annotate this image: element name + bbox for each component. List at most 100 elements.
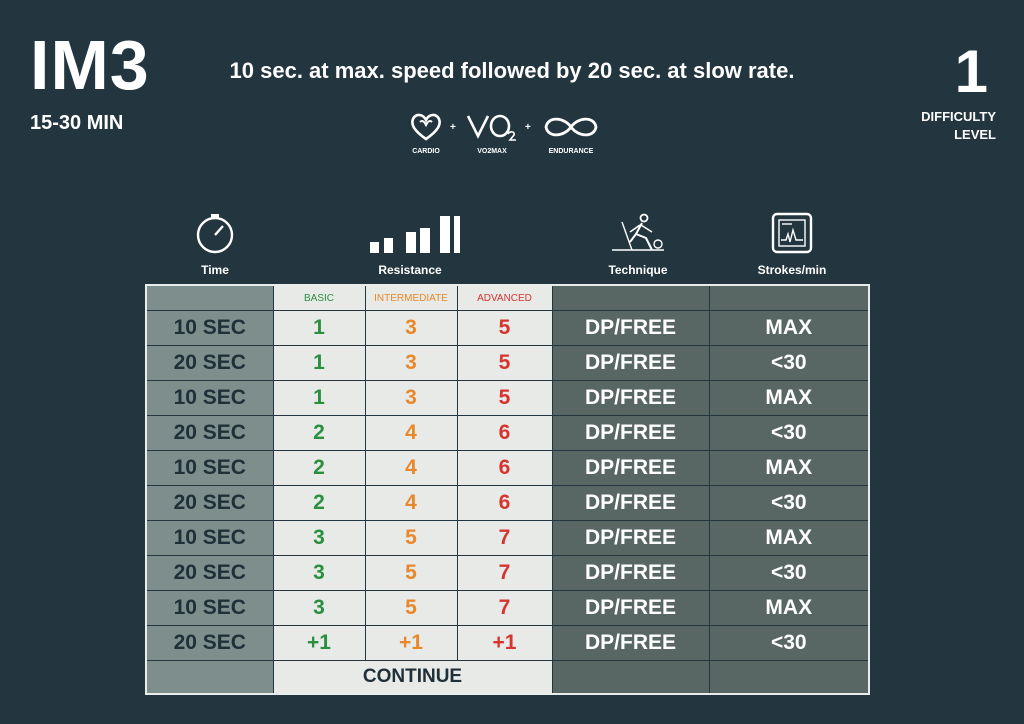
strokes-cell: <30 <box>708 555 870 591</box>
table-row: 10 SEC 3 5 7 DP/FREE MAX <box>145 590 870 626</box>
stopwatch-icon <box>196 214 234 254</box>
level-intermediate-header: INTERMEDIATE <box>364 284 458 311</box>
strokes-cell: <30 <box>708 485 870 521</box>
basic-resistance-cell: 1 <box>272 380 366 416</box>
basic-resistance-cell: 3 <box>272 520 366 556</box>
continue-row: CONTINUE <box>145 660 870 695</box>
workout-duration: 15-30 MIN <box>30 112 124 134</box>
technique-cell: DP/FREE <box>551 520 710 556</box>
column-resistance-label: Resistance <box>378 263 442 277</box>
difficulty-label-line2: LEVEL <box>954 127 996 142</box>
basic-resistance-cell: 3 <box>272 590 366 626</box>
strokes-cell: <30 <box>708 415 870 451</box>
table-row: 10 SEC 1 3 5 DP/FREE MAX <box>145 380 870 416</box>
workout-description: 10 sec. at max. speed followed by 20 sec… <box>229 58 795 83</box>
interval-plan-table: BASIC INTERMEDIATE ADVANCED 10 SEC 1 3 5 DP/… <box>145 284 870 695</box>
intermediate-resistance-cell: +1 <box>364 625 458 661</box>
time-cell: 10 SEC <box>145 590 274 626</box>
empty-cell <box>551 660 710 695</box>
difficulty-level-label: DIFFICULTY LEVEL <box>876 108 996 144</box>
time-cell: 20 SEC <box>145 625 274 661</box>
technique-cell: DP/FREE <box>551 310 710 346</box>
benefit-label: CARDIO <box>412 148 440 155</box>
time-cell: 20 SEC <box>145 485 274 521</box>
plus-separator: + <box>450 122 456 133</box>
intermediate-resistance-cell: 5 <box>364 590 458 626</box>
monitor-icon <box>771 212 813 254</box>
table-row: 20 SEC 2 4 6 DP/FREE <30 <box>145 485 870 521</box>
intermediate-resistance-cell: 4 <box>364 415 458 451</box>
intermediate-resistance-cell: 3 <box>364 345 458 381</box>
time-cell: 10 SEC <box>145 310 274 346</box>
strokes-cell: MAX <box>708 590 870 626</box>
time-cell: 20 SEC <box>145 345 274 381</box>
table-row: 10 SEC 3 5 7 DP/FREE MAX <box>145 520 870 556</box>
benefit-vo2max: VO2MAX <box>462 112 522 155</box>
time-cell: 20 SEC <box>145 415 274 451</box>
benefit-label: VO2MAX <box>477 148 507 155</box>
level-header-row: BASIC INTERMEDIATE ADVANCED <box>145 284 870 311</box>
heart-icon <box>411 113 441 141</box>
advanced-resistance-cell: 7 <box>456 520 553 556</box>
empty-header-cell <box>708 284 870 311</box>
strokes-cell: MAX <box>708 520 870 556</box>
strokes-cell: MAX <box>708 310 870 346</box>
advanced-resistance-cell: 6 <box>456 450 553 486</box>
table-row: 20 SEC 3 5 7 DP/FREE <30 <box>145 555 870 591</box>
advanced-resistance-cell: 5 <box>456 345 553 381</box>
table-row: 20 SEC 2 4 6 DP/FREE <30 <box>145 415 870 451</box>
basic-resistance-cell: 1 <box>272 310 366 346</box>
benefit-endurance: ENDURANCE <box>536 112 606 155</box>
workout-code: IM3 <box>30 26 150 104</box>
advanced-resistance-cell: 6 <box>456 415 553 451</box>
benefit-cardio: CARDIO <box>404 112 448 155</box>
column-strokes-label: Strokes/min <box>757 263 827 277</box>
time-cell: 10 SEC <box>145 380 274 416</box>
empty-header-cell <box>551 284 710 311</box>
intermediate-resistance-cell: 4 <box>364 485 458 521</box>
empty-header-cell <box>145 284 274 311</box>
plus-separator: + <box>525 122 531 133</box>
difficulty-level-value: 1 <box>954 38 988 105</box>
intermediate-resistance-cell: 5 <box>364 555 458 591</box>
technique-cell: DP/FREE <box>551 625 710 661</box>
basic-resistance-cell: 3 <box>272 555 366 591</box>
intermediate-resistance-cell: 3 <box>364 310 458 346</box>
column-technique-header: Technique <box>596 212 680 277</box>
resistance-bars-icon <box>370 216 460 253</box>
intermediate-resistance-cell: 3 <box>364 380 458 416</box>
infinity-icon <box>544 117 598 137</box>
basic-resistance-cell: 2 <box>272 450 366 486</box>
empty-cell <box>708 660 870 695</box>
technique-cell: DP/FREE <box>551 485 710 521</box>
table-row: 20 SEC 1 3 5 DP/FREE <30 <box>145 345 870 381</box>
basic-resistance-cell: 2 <box>272 415 366 451</box>
table-row: 20 SEC +1 +1 +1 DP/FREE <30 <box>145 625 870 661</box>
time-cell: 10 SEC <box>145 520 274 556</box>
technique-cell: DP/FREE <box>551 590 710 626</box>
intermediate-resistance-cell: 5 <box>364 520 458 556</box>
technique-cell: DP/FREE <box>551 555 710 591</box>
strokes-cell: <30 <box>708 625 870 661</box>
basic-resistance-cell: +1 <box>272 625 366 661</box>
strokes-cell: MAX <box>708 450 870 486</box>
skier-icon <box>612 213 664 251</box>
continue-label: CONTINUE <box>272 660 553 695</box>
empty-cell <box>145 660 274 695</box>
strokes-cell: MAX <box>708 380 870 416</box>
strokes-cell: <30 <box>708 345 870 381</box>
basic-resistance-cell: 1 <box>272 345 366 381</box>
time-cell: 20 SEC <box>145 555 274 591</box>
level-basic-header: BASIC <box>272 284 366 311</box>
column-resistance-header: Resistance <box>352 212 468 277</box>
advanced-resistance-cell: +1 <box>456 625 553 661</box>
technique-cell: DP/FREE <box>551 345 710 381</box>
table-row: 10 SEC 2 4 6 DP/FREE MAX <box>145 450 870 486</box>
column-technique-label: Technique <box>608 263 668 277</box>
column-strokes-header: Strokes/min <box>747 212 837 277</box>
time-cell: 10 SEC <box>145 450 274 486</box>
level-advanced-header: ADVANCED <box>456 284 553 311</box>
benefit-label: ENDURANCE <box>548 148 594 155</box>
advanced-resistance-cell: 5 <box>456 310 553 346</box>
advanced-resistance-cell: 5 <box>456 380 553 416</box>
